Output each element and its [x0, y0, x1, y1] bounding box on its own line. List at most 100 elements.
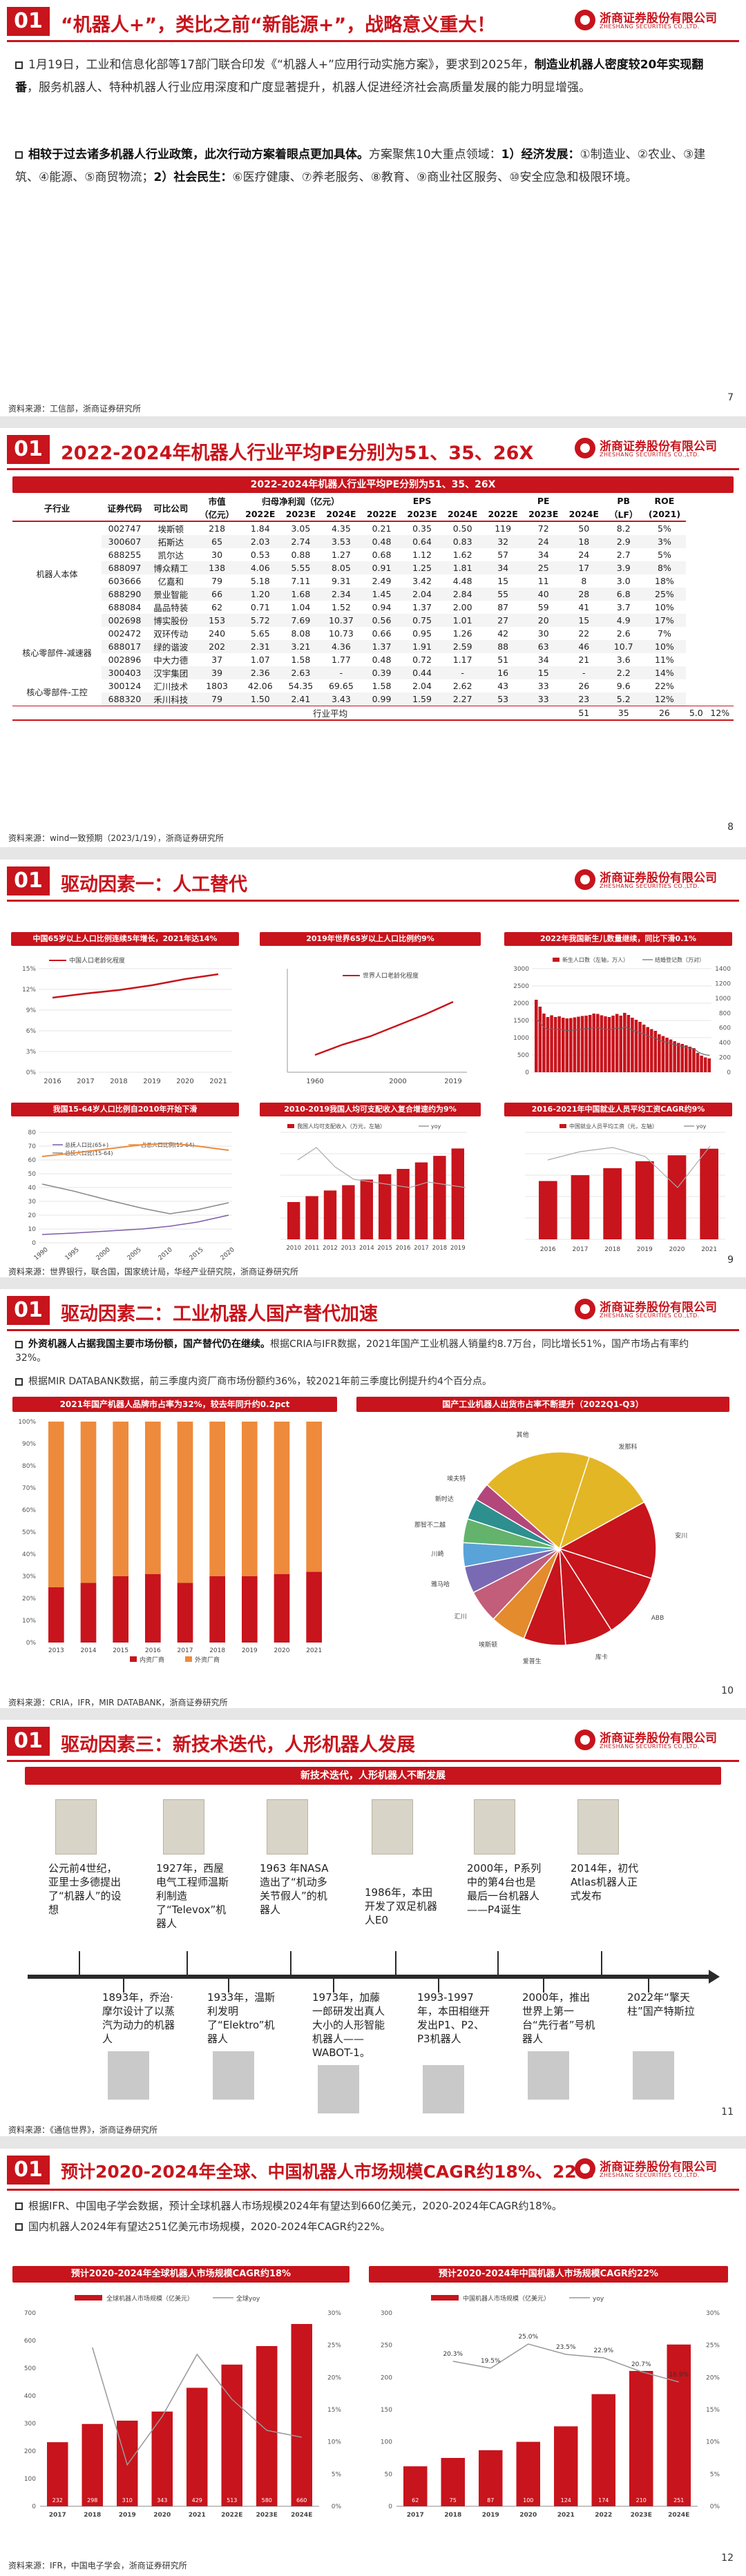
x-tick-label: 2022E — [221, 2512, 242, 2519]
bar-value-label: 513 — [227, 2497, 237, 2504]
bar — [592, 1014, 596, 1072]
table-cell: 16 — [497, 668, 509, 678]
table-row: 300403 汉宇集团 39 2.36 2.63 - 0.39 0.44 - 16 15 - 2.2 14… — [12, 666, 734, 679]
table-cell: 10% — [655, 602, 674, 612]
bar — [479, 2450, 503, 2506]
legend-label: 结婚登记数（万对） — [655, 956, 705, 963]
tick-label: 15% — [22, 966, 36, 973]
yoy-label: 19.5% — [481, 2358, 501, 2365]
x-tick-label: 2018 — [604, 1246, 620, 1253]
header-rule — [7, 1760, 739, 1762]
table-cell: 0.88 — [291, 550, 311, 560]
tick-label: 0 — [727, 1069, 731, 1076]
bar — [667, 2344, 691, 2506]
x-tick-label: 2020 — [176, 1078, 193, 1085]
tick-label: 40% — [22, 1551, 36, 1558]
timeline-event-top: 2000年，P系列中的第4台也是最后一台机器人——P4诞生 — [467, 1862, 542, 1916]
company-logo: 浙商证券股份有限公司 ZHESHANG SECURITIES CO.,LTD. — [575, 2156, 734, 2183]
bullet-1: 1月19日，工业和信息化部等17部门联合印发《“机器人+”应用行动实施方案》，要… — [15, 54, 718, 99]
timeline-event-bottom: 1933年，温斯利发明了“Elektro”机器人 — [207, 1991, 276, 2045]
bar-value-label: 174 — [598, 2497, 609, 2504]
col-header: 子行业 — [12, 494, 102, 522]
table-cell: 3.53 — [332, 536, 351, 547]
pie-label: 其他 — [517, 1431, 529, 1439]
tick-label: 70 — [28, 1143, 37, 1150]
x-tick-label: 2017 — [407, 2512, 424, 2519]
x-tick-label: 2017 — [49, 2512, 66, 2519]
company-logo: 浙商证券股份有限公司 ZHESHANG SECURITIES CO.,LTD. — [575, 7, 734, 35]
table-cell: 0.72 — [412, 655, 432, 665]
bar-value-label: 429 — [192, 2497, 202, 2504]
company-logo: 浙商证券股份有限公司 ZHESHANG SECURITIES CO.,LTD. — [575, 1296, 734, 1324]
bold-text: 外资机器人占据我国主要市场份额，国产替代仍在继续。 — [28, 1339, 270, 1350]
bar — [539, 1181, 557, 1239]
legend-label: yoy — [696, 1123, 707, 1130]
page-number: 9 — [727, 1255, 734, 1266]
page-number: 8 — [727, 822, 734, 833]
bar-domestic — [80, 1582, 97, 1643]
table-cell: 2.84 — [452, 589, 472, 599]
bar — [629, 2371, 653, 2506]
tick-label: 0 — [525, 1069, 529, 1076]
table-cell: 002896 — [108, 655, 142, 665]
robot-photo-icon — [633, 2051, 674, 2100]
x-tick-label: 2000 — [95, 1246, 112, 1262]
bullet-2: 根据MIR DATABANK数据，前三季度内资厂商市场份额约36%，较2021年… — [15, 1375, 718, 1388]
company-logo: 浙商证券股份有限公司 ZHESHANG SECURITIES CO.,LTD. — [575, 866, 734, 894]
table-cell: 2.2 — [616, 668, 631, 678]
table-cell: 3.43 — [332, 694, 351, 704]
table-cell: 亿嘉和 — [157, 577, 184, 587]
chart-global-market: 700 600 500 400 300 200 100 0 30% 25% 20% 15% 10% 5% 0… — [24, 2294, 342, 2519]
legend-swatch — [75, 2295, 102, 2301]
timeline-tick — [186, 1951, 188, 1975]
table-cell: 51 — [497, 655, 509, 665]
table-cell: 1.37 — [412, 602, 432, 612]
header-rule — [7, 468, 739, 470]
timeline-event-top: 公元前4世纪，亚里士多德提出了“机器人”的设想 — [48, 1862, 122, 1916]
table-cell: 0.50 — [452, 523, 472, 534]
table-cell: 5.72 — [250, 615, 270, 626]
bar — [667, 1155, 687, 1239]
square-bullet-icon — [15, 2223, 23, 2231]
bar — [151, 2411, 173, 2506]
bar — [603, 1168, 622, 1239]
chart-working-age: 80706050403020100总抚人口比(65+)总抚人口比(15-64)占… — [28, 1130, 236, 1262]
timeline-event-bottom: 1973年，加藤一郎研发出真人大小的人形智能机器人——WABOT-1。 — [312, 1991, 385, 2059]
bar-domestic — [306, 1571, 322, 1643]
bar — [573, 1017, 577, 1072]
bar-foreign — [145, 1422, 161, 1574]
tick-label: 500 — [517, 1052, 529, 1059]
table-row: 603666 亿嘉和 79 5.18 7.11 9.31 2.49 3.42 4.48 15 11 8… — [12, 574, 734, 588]
table-cell: 3.0 — [616, 576, 631, 586]
text: 1月19日，工业和信息化部等17部门联合印发《“机器人+”应用行动实施方案》，要… — [28, 58, 535, 72]
legend-label: 中国人口老龄化程度 — [69, 956, 125, 965]
yoy-label: 23.5% — [556, 2344, 576, 2351]
legend-label: 中国就业人员平均工资（元，左轴） — [569, 1123, 658, 1130]
tick-label: 0 — [32, 2504, 36, 2510]
sub-header: 2024E — [564, 507, 604, 522]
timeline-tick — [290, 1951, 291, 1975]
bar — [665, 1038, 669, 1072]
table-cell: 3.21 — [291, 641, 311, 652]
table-cell: 2.74 — [291, 536, 311, 547]
square-bullet-icon — [15, 1377, 23, 1386]
chart-domestic-share: 100% 90% 80% 70% 60% 50% 40% 30% 20% 10% 0% 2013 201… — [18, 1419, 322, 1664]
tick-label: 15% — [706, 2407, 720, 2414]
x-tick-label: 1960 — [306, 1078, 323, 1085]
tick-label: 1000 — [513, 1035, 529, 1042]
slide-header: 01 驱动因素二：工业机器人国产替代加速 — [0, 1289, 746, 1332]
bar — [604, 1016, 607, 1072]
band-title: 新技术迭代，人形机器人不断发展 — [25, 1767, 721, 1785]
logo-cn: 浙商证券股份有限公司 — [600, 1732, 717, 1745]
timeline-tick — [123, 1979, 124, 1993]
table-cell: 79 — [211, 576, 223, 586]
table-cell: 30 — [537, 628, 549, 639]
avg-cell: 35 — [618, 708, 629, 718]
table-cell: 688255 — [108, 550, 142, 560]
x-tick-label: 2024E — [668, 2512, 689, 2519]
tick-label: 700 — [24, 2310, 36, 2317]
table-cell: 1.77 — [332, 655, 351, 665]
table-cell: 15 — [578, 615, 590, 626]
table-cell: 8.2 — [616, 523, 631, 534]
table-cell: 汉宇集团 — [153, 668, 189, 679]
